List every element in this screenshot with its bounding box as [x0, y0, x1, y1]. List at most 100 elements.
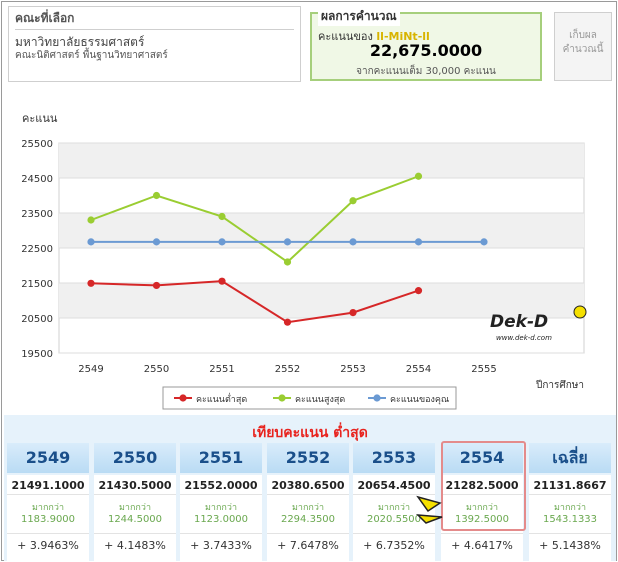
x-tick-label: 2550: [144, 364, 169, 375]
data-point: [480, 238, 488, 246]
data-point: [152, 191, 161, 200]
more-than-label: มากกว่า: [119, 503, 151, 513]
year-column: 2550 21430.5000 มากกว่า 1244.5000 + 4.1483%: [94, 443, 176, 561]
more-than-label: มากกว่า: [205, 503, 237, 513]
data-point: [349, 238, 357, 246]
dek-d-url: www.dek-d.com: [496, 334, 552, 342]
y-tick-label: 20500: [21, 314, 53, 325]
result-score: 22,675.0000: [369, 41, 483, 60]
logo-badge-icon: [573, 305, 587, 319]
y-tick-label: 24500: [21, 174, 53, 185]
data-point: [283, 238, 292, 246]
grid-band: [59, 143, 584, 178]
selected-faculty-title: คณะที่เลือก: [15, 11, 75, 25]
data-point: [87, 279, 95, 287]
more-than-label: มากกว่า: [554, 503, 586, 513]
x-tick-label: 2554: [406, 364, 431, 375]
year-label: 2549: [7, 443, 89, 473]
min-score: 20654.4500: [353, 475, 435, 495]
legend-label: คะแนนของคุณ: [390, 395, 449, 405]
data-point: [218, 212, 226, 221]
year-column: 2551 21552.0000 มากกว่า 1123.0000 + 3.7433%: [180, 443, 262, 561]
y-tick-label: 23500: [21, 209, 53, 220]
faculty-name: คณะนิติศาสตร์ พื้นฐานวิทยาศาสตร์: [15, 50, 168, 61]
grid-band: [59, 283, 584, 318]
data-point: [152, 281, 161, 290]
percent-difference: + 4.6417%: [441, 533, 523, 552]
year-details: 20380.6500 มากกว่า 2294.3500 + 7.6478%: [267, 475, 349, 561]
selected-faculty-box: คณะที่เลือก มหาวิทยาลัยธรรมศาสตร์ คณะนิต…: [8, 6, 301, 82]
series-line: [90, 280, 419, 324]
year-column: 2554 21282.5000 มากกว่า 1392.5000 + 4.6417%: [441, 443, 523, 561]
year-label: 2552: [267, 443, 349, 473]
data-point: [87, 238, 95, 246]
min-score: 21131.8667: [529, 475, 611, 495]
percent-difference: + 5.1438%: [529, 533, 611, 552]
username: ll-MiNt-ll: [376, 30, 430, 43]
x-axis-label: ปีการศึกษา: [535, 379, 584, 391]
data-point: [414, 238, 423, 246]
more-than-label: มากกว่า: [292, 503, 324, 513]
min-score: 21491.1000: [7, 475, 89, 495]
legend-box: [162, 386, 457, 410]
y-tick-label: 21500: [21, 279, 53, 290]
result-box: ผลการคำนวณ คะแนนของ ll-MiNt-ll 22,675.00…: [310, 7, 542, 81]
data-point: [349, 308, 357, 317]
result-label-text: คะแนนของ: [318, 30, 373, 43]
data-point: [414, 172, 423, 180]
x-tick-label: 2552: [275, 364, 300, 375]
score-difference: 1244.5000: [107, 514, 163, 525]
result-title: ผลการคำนวณ: [318, 7, 400, 26]
legend-marker: [373, 394, 381, 402]
score-difference: 1392.5000: [454, 514, 510, 525]
x-tick-label: 2555: [471, 364, 496, 375]
score-difference: 1183.9000: [20, 514, 76, 525]
data-point: [283, 318, 292, 326]
year-label: เฉลี่ย: [529, 443, 611, 473]
comparison-panel: เทียบคะแนน ต่ำสุด 2549 21491.1000 มากกว่า 1…: [4, 415, 616, 561]
y-tick-label: 22500: [21, 244, 53, 255]
x-tick-label: 2549: [78, 364, 103, 375]
score-chart: 19500 20500 21500 22500 23500 24500 25500 คะแนน…: [21, 112, 587, 410]
comparison-title: เทียบคะแนน ต่ำสุด: [252, 425, 368, 441]
dek-d-logo: Dek-D: [490, 312, 548, 332]
result-label: คะแนนของ ll-MiNt-ll: [318, 27, 430, 45]
year-details: 21282.5000 มากกว่า 1392.5000 + 4.6417%: [441, 475, 523, 561]
more-than-label: มากกว่า: [466, 503, 498, 513]
legend-marker: [179, 394, 187, 402]
year-label: 2553: [353, 443, 435, 473]
score-difference: 1543.1333: [542, 514, 598, 525]
min-score: 21552.0000: [180, 475, 262, 495]
score-difference: 2294.3500: [280, 514, 336, 525]
data-point: [283, 258, 292, 266]
percent-difference: + 7.6478%: [267, 533, 349, 552]
legend-label: คะแนนสูงสุด: [295, 395, 345, 405]
more-than-label: มากกว่า: [378, 503, 410, 513]
percent-difference: + 4.1483%: [94, 533, 176, 552]
min-score: 21430.5000: [94, 475, 176, 495]
percent-difference: + 3.9463%: [7, 533, 89, 552]
data-point: [218, 238, 226, 246]
pointer-arrows-icon: [416, 495, 443, 524]
percent-difference: + 3.7433%: [180, 533, 262, 552]
series-line: [90, 175, 419, 264]
year-details: 21552.0000 มากกว่า 1123.0000 + 3.7433%: [180, 475, 262, 561]
x-tick-label: 2551: [209, 364, 234, 375]
year-column: 2552 20380.6500 มากกว่า 2294.3500 + 7.6478%: [267, 443, 349, 561]
save-result-button[interactable]: เก็บผลคำนวณนี้: [554, 12, 612, 81]
data-point: [152, 238, 161, 246]
data-point: [414, 287, 423, 295]
year-label: 2550: [94, 443, 176, 473]
year-details: 21491.1000 มากกว่า 1183.9000 + 3.9463%: [7, 475, 89, 561]
y-axis-label: คะแนน: [22, 112, 58, 125]
data-point: [87, 216, 95, 224]
legend-label: คะแนนต่ำสุด: [196, 392, 247, 405]
university-name: มหาวิทยาลัยธรรมศาสตร์: [15, 35, 145, 49]
y-tick-label: 25500: [21, 139, 53, 150]
score-difference: 1123.0000: [193, 514, 249, 525]
percent-difference: + 6.7352%: [353, 533, 435, 552]
more-than-label: มากกว่า: [32, 503, 64, 513]
year-column: 2549 21491.1000 มากกว่า 1183.9000 + 3.9463%: [7, 443, 89, 561]
year-label: 2551: [180, 443, 262, 473]
